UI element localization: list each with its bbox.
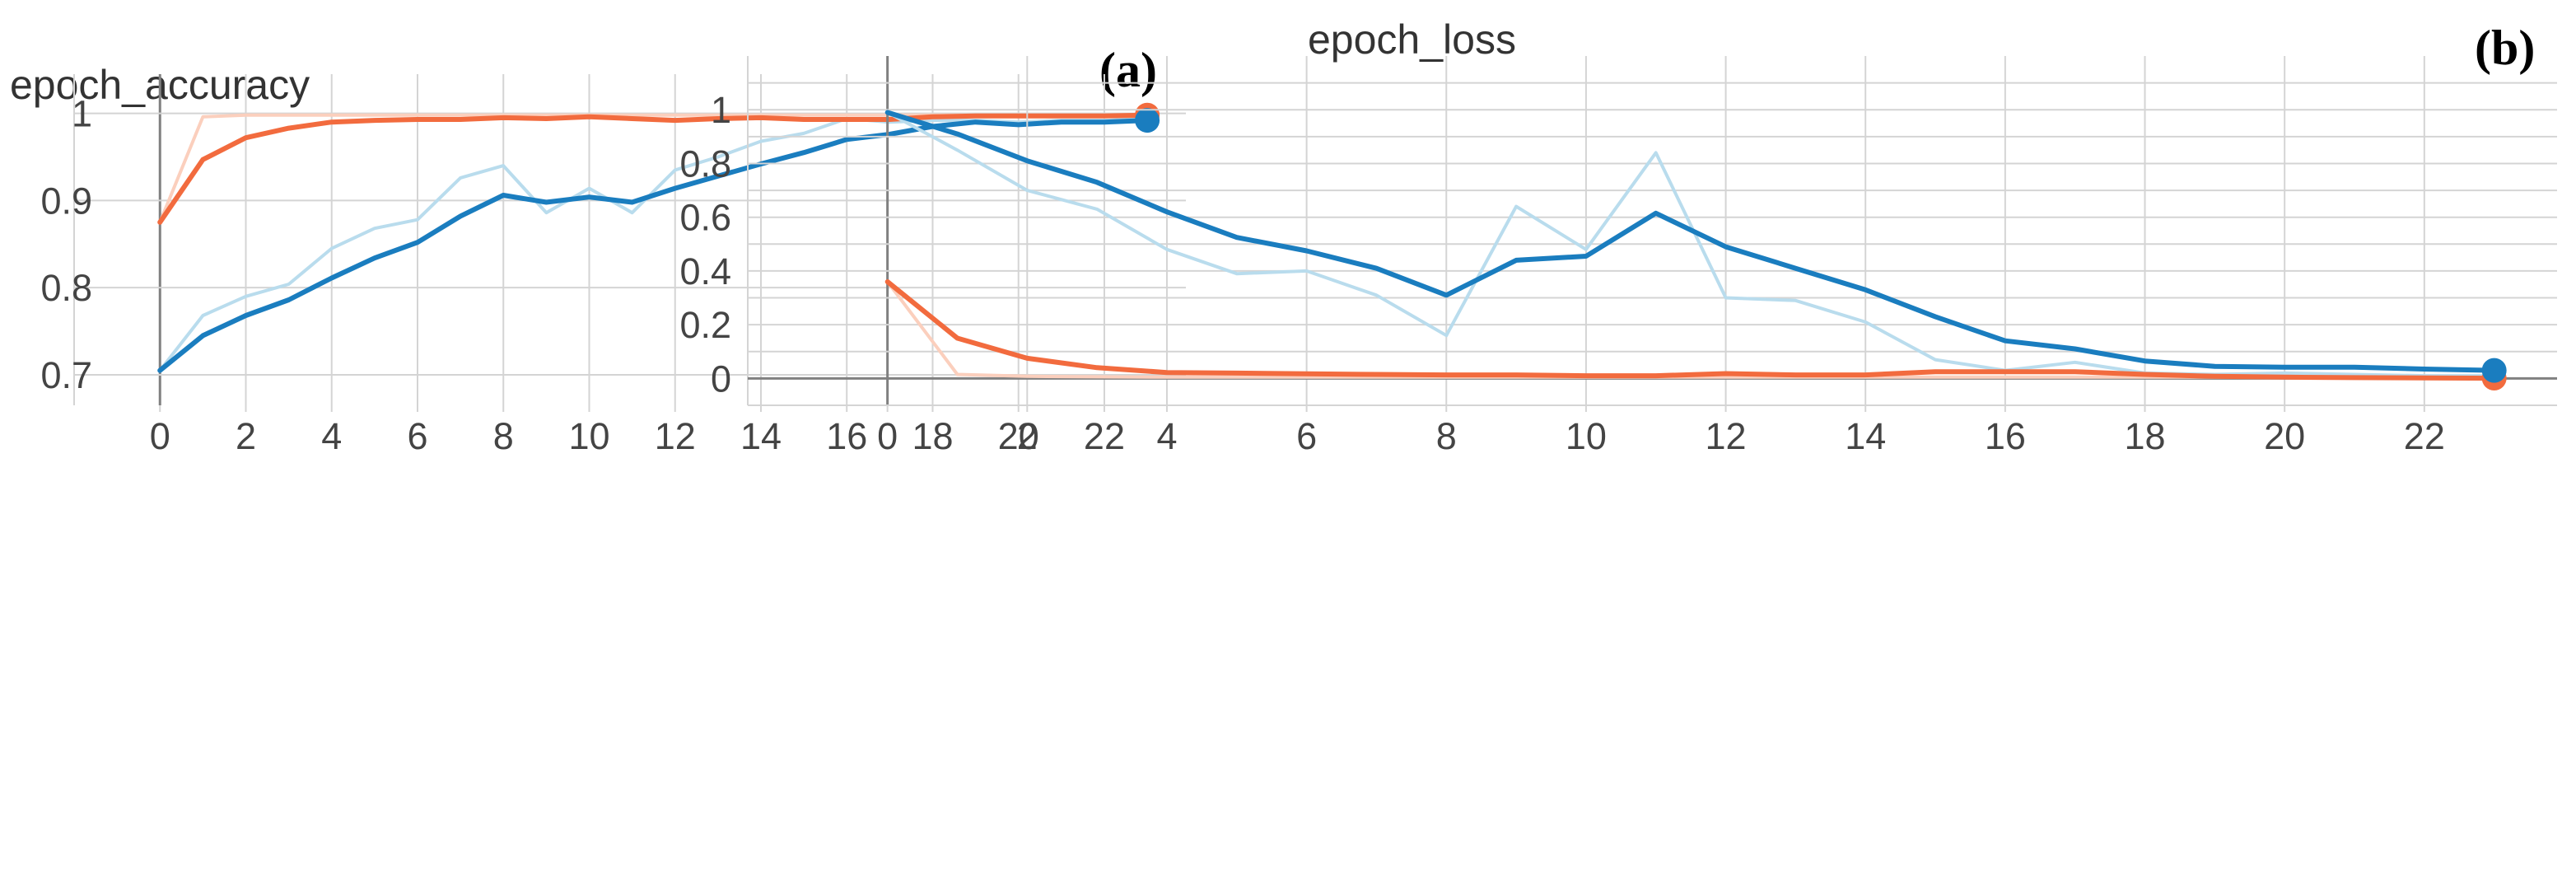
accuracy-x-tick-label: 16: [826, 415, 867, 457]
accuracy-y-tick-label: 1: [72, 93, 92, 135]
accuracy-tick-labels: 0 2 4 6 8 10 12 14 16 18 20 220.70.80.91: [40, 93, 1125, 457]
loss-chart: epoch_loss (b) 0 2 4 6 8 10 12 14 16 18 20 22 0 0.2 0.…: [679, 16, 2557, 457]
accuracy-x-tick-label: 4: [321, 415, 342, 457]
loss-y-tick-label: 0.4: [679, 250, 731, 292]
loss-x-tick-label: 16: [1985, 415, 2026, 457]
accuracy-x-tick-label: 10: [568, 415, 609, 457]
accuracy-x-tick-label: 22: [1084, 415, 1125, 457]
loss-x-tick-label: 22: [2404, 415, 2445, 457]
accuracy-grid: [73, 74, 1186, 405]
loss-x-tick-label: 2: [1017, 415, 1038, 457]
loss-tick-labels: 0 2 4 6 8 10 12 14 16 18 20 22 0 0.2 0.4 0.6 0.8 1: [679, 89, 2444, 457]
accuracy-line-train-raw: [158, 113, 1150, 224]
accuracy-chart: epoch_accuracy (a) 0 2 4 6 8 10 12 14 16 18 20 220.…: [10, 43, 1186, 457]
loss-x-tick-label: 6: [1296, 415, 1317, 457]
accuracy-x-tick-label: 20: [998, 415, 1039, 457]
loss-y-tick-label: 0.2: [679, 304, 731, 346]
loss-line-train-raw: [885, 280, 2496, 379]
accuracy-line-train: [157, 112, 1150, 225]
loss-line-train: [884, 279, 2497, 381]
accuracy-line-validation: [157, 118, 1150, 373]
accuracy-y-tick-label: 0.8: [40, 267, 92, 309]
loss-series: [884, 110, 2507, 391]
accuracy-y-tick-label: 0.9: [40, 180, 92, 222]
loss-y-tick-label: 0: [711, 358, 731, 400]
accuracy-x-tick-label: 0: [150, 415, 170, 457]
loss-line-validation: [884, 110, 2497, 373]
accuracy-x-tick-label: 18: [912, 415, 953, 457]
loss-x-tick-label: 10: [1566, 415, 1607, 457]
loss-x-tick-label: 14: [1845, 415, 1886, 457]
accuracy-endpoint-validation: [1135, 108, 1160, 133]
loss-x-tick-label: 4: [1156, 415, 1177, 457]
accuracy-y-tick-label: 0.7: [40, 354, 92, 396]
accuracy-x-tick-label: 8: [493, 415, 514, 457]
panel-label-a: (a): [1099, 43, 1157, 97]
loss-x-tick-label: 0: [877, 415, 898, 457]
accuracy-x-tick-label: 6: [407, 415, 427, 457]
loss-y-tick-label: 0.6: [679, 197, 731, 239]
accuracy-x-tick-label: 2: [236, 415, 256, 457]
loss-chart-title: epoch_loss: [1308, 16, 1516, 63]
panel-label-b: (b): [2475, 21, 2535, 75]
loss-y-tick-label: 1: [711, 89, 731, 131]
loss-x-tick-label: 18: [2124, 415, 2165, 457]
loss-x-tick-label: 12: [1706, 415, 1747, 457]
accuracy-x-tick-label: 14: [740, 415, 782, 457]
accuracy-x-tick-label: 12: [655, 415, 696, 457]
loss-x-tick-label: 20: [2264, 415, 2305, 457]
loss-y-tick-label: 0.8: [679, 143, 731, 185]
loss-endpoint-validation: [2481, 358, 2507, 383]
loss-x-tick-label: 8: [1436, 415, 1457, 457]
accuracy-series: [157, 102, 1160, 373]
